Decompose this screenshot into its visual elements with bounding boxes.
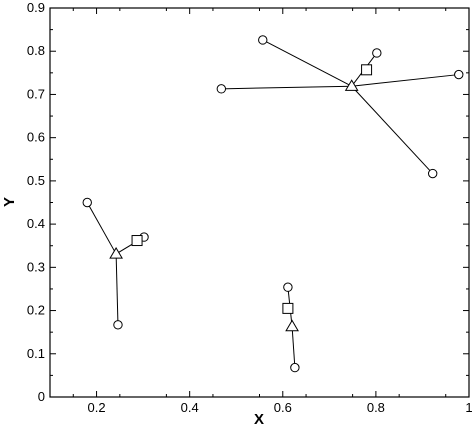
square-marker bbox=[361, 64, 373, 76]
data-markers bbox=[82, 35, 464, 373]
circle-marker bbox=[290, 362, 300, 373]
y-axis-title: Y bbox=[1, 197, 18, 207]
square-marker bbox=[282, 302, 294, 314]
y-tick-label: 0 bbox=[38, 389, 45, 404]
circle-marker bbox=[216, 84, 227, 94]
x-tick-label: 0.4 bbox=[181, 400, 199, 415]
connector-lines bbox=[86, 39, 459, 368]
circle-marker bbox=[454, 69, 464, 80]
circle-marker bbox=[283, 282, 293, 292]
circle-marker bbox=[82, 197, 92, 208]
connector-line bbox=[86, 202, 117, 255]
x-tick-label: 0.8 bbox=[367, 400, 385, 415]
triangle-marker bbox=[109, 246, 123, 259]
x-axis-title: X bbox=[254, 411, 264, 428]
connector-line bbox=[291, 326, 296, 368]
x-tick-label: 0.2 bbox=[88, 400, 106, 415]
y-axis-ticks: 0 0.1 0.2 0.3 0.4 0.5 0.6 0.7 0.8 0.9 bbox=[27, 0, 469, 404]
connector-line bbox=[221, 85, 352, 90]
connector-line bbox=[262, 39, 352, 87]
y-tick-label: 0.6 bbox=[27, 130, 45, 145]
connector-line bbox=[351, 74, 459, 87]
circle-marker bbox=[427, 168, 438, 179]
plot-frame bbox=[49, 7, 470, 398]
x-axis-ticks: 0.2 0.4 0.6 0.8 1 bbox=[72, 8, 473, 415]
y-tick-label: 0.5 bbox=[27, 173, 45, 188]
y-tick-label: 0.3 bbox=[27, 259, 45, 274]
y-tick-label: 0.8 bbox=[27, 43, 45, 58]
x-tick-label: 1 bbox=[465, 400, 472, 415]
triangle-marker bbox=[344, 79, 359, 91]
y-tick-label: 0.1 bbox=[27, 346, 45, 361]
square-marker bbox=[131, 235, 143, 247]
connector-line bbox=[351, 85, 434, 174]
circle-marker bbox=[258, 35, 268, 45]
y-tick-label: 0.4 bbox=[27, 216, 45, 231]
circle-marker bbox=[113, 320, 123, 330]
y-tick-label: 0.2 bbox=[27, 303, 45, 318]
circle-marker bbox=[372, 48, 382, 58]
x-tick-label: 0.6 bbox=[274, 400, 292, 415]
connector-line bbox=[115, 253, 119, 325]
triangle-marker bbox=[285, 319, 299, 332]
y-tick-label: 0.7 bbox=[27, 86, 45, 101]
y-tick-label: 0.9 bbox=[27, 0, 45, 15]
